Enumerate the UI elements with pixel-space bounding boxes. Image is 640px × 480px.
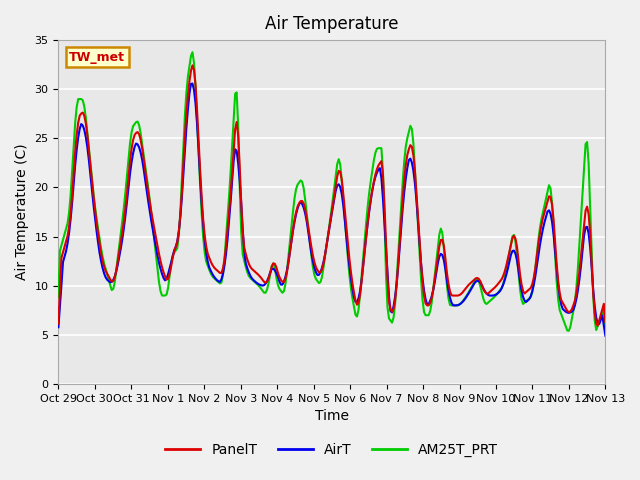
PanelT	[295, 200, 303, 206]
AirT	[189, 81, 196, 86]
Legend: PanelT, AirT, AM25T_PRT: PanelT, AirT, AM25T_PRT	[160, 438, 504, 463]
AM25T_PRT	[602, 330, 609, 336]
PanelT	[219, 265, 227, 271]
PanelT	[237, 200, 245, 206]
PanelT	[602, 319, 609, 324]
PanelT	[573, 290, 580, 296]
AirT	[295, 201, 303, 207]
AirT	[573, 296, 580, 301]
AirT	[219, 271, 227, 277]
AM25T_PRT	[246, 275, 254, 281]
AM25T_PRT	[219, 272, 227, 277]
PanelT	[246, 264, 254, 270]
AirT	[602, 333, 609, 338]
Line: PanelT: PanelT	[58, 65, 605, 325]
Line: AM25T_PRT: AM25T_PRT	[58, 52, 605, 333]
AirT	[237, 200, 245, 206]
AM25T_PRT	[54, 294, 62, 300]
X-axis label: Time: Time	[315, 409, 349, 423]
Title: Air Temperature: Air Temperature	[265, 15, 399, 33]
AirT	[246, 273, 254, 279]
PanelT	[122, 205, 129, 211]
AirT	[54, 324, 62, 330]
AM25T_PRT	[295, 180, 303, 185]
Text: TW_met: TW_met	[69, 51, 125, 64]
AM25T_PRT	[122, 189, 129, 195]
AM25T_PRT	[189, 49, 196, 55]
PanelT	[54, 321, 62, 326]
Y-axis label: Air Temperature (C): Air Temperature (C)	[15, 144, 29, 280]
Line: AirT: AirT	[58, 84, 605, 336]
AirT	[122, 213, 129, 218]
PanelT	[594, 323, 602, 328]
AM25T_PRT	[237, 229, 245, 235]
AM25T_PRT	[573, 285, 580, 290]
PanelT	[189, 62, 196, 68]
